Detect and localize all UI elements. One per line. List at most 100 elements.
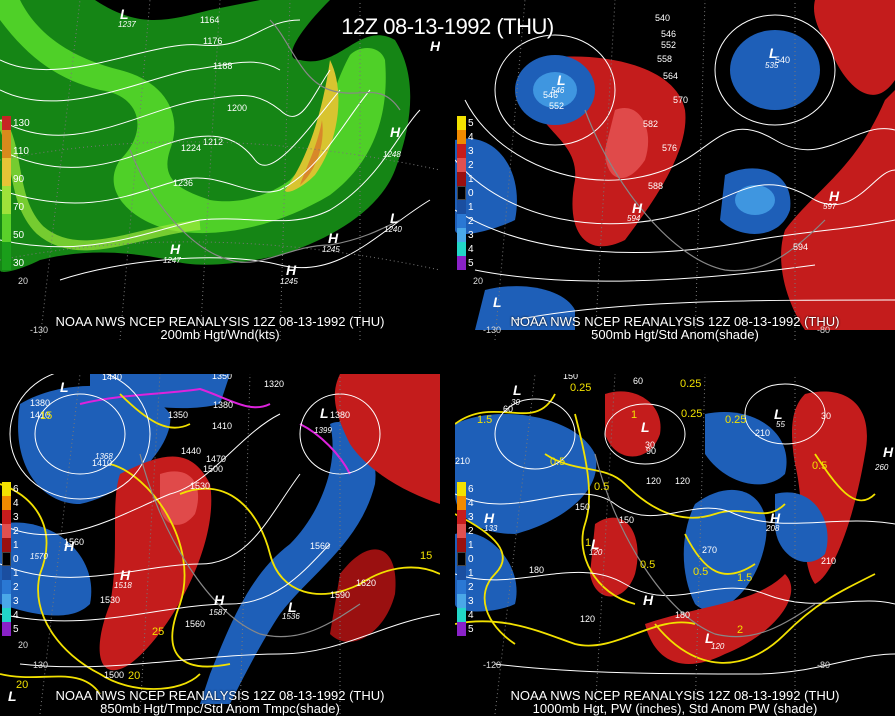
legend-value: 4	[13, 609, 19, 621]
center-value: 1245	[280, 277, 298, 286]
jet-max-shading	[285, 60, 339, 192]
anomaly-negative-west	[455, 138, 517, 235]
legend-value: 2	[13, 525, 19, 537]
pw-label: 0.5	[550, 456, 566, 468]
high-pressure-center: H	[829, 188, 840, 204]
legend-value: 4	[468, 131, 474, 143]
center-value: 260	[875, 463, 889, 472]
legend-value: 2	[13, 581, 19, 593]
isotherm-label: 15	[420, 550, 433, 562]
map-1000mb	[455, 374, 895, 715]
center-value: 1245	[322, 245, 340, 254]
legend-value: 0	[468, 187, 474, 199]
legend-value: 1	[13, 567, 19, 579]
legend-value: 90	[13, 173, 25, 185]
low-pressure-center: L	[774, 406, 783, 422]
contour-label: 1410	[30, 410, 51, 420]
center-value: 1368	[95, 452, 113, 461]
low-pressure-center: L	[493, 294, 502, 310]
panel-caption-field: 1000mb Hgt, PW (inches), Std Anom PW (sh…	[532, 701, 818, 716]
low-pressure-center: L	[769, 45, 778, 61]
contour-label: 270	[702, 545, 718, 555]
map-200mb	[0, 0, 440, 341]
center-value: 535	[765, 61, 779, 70]
contour-label: 1410	[92, 458, 113, 468]
high-pressure-center: H	[286, 262, 297, 278]
legend-std-anomaly: 5 4 3 2 1 0 1 2 3 4 5	[457, 116, 491, 270]
legend-value: 1	[468, 567, 474, 579]
meridian-label: -120	[483, 660, 502, 670]
center-value: 1570	[30, 552, 48, 561]
legend-value: 3	[468, 511, 474, 523]
center-value: 594	[627, 214, 641, 223]
contour-label: 210	[755, 428, 771, 438]
legend-value: 3	[468, 229, 474, 241]
pw-label: 2	[737, 624, 744, 636]
legend-value: 4	[13, 497, 19, 509]
legend-value: 5	[468, 623, 474, 635]
legend-value: 4	[468, 497, 474, 509]
center-value: 120	[589, 548, 603, 557]
center-value: 1240	[384, 225, 402, 234]
contour-label: 1188	[213, 61, 233, 71]
legend-value: 4	[468, 243, 474, 255]
legend-value: 2	[468, 581, 474, 593]
contour-label: 564	[663, 71, 679, 81]
map-date-title: 12Z 08-13-1992 (THU)	[341, 14, 554, 39]
contour-label: 1440	[181, 446, 202, 456]
panel-caption-source: NOAA NWS NCEP REANALYSIS 12Z 08-13-1992 …	[510, 688, 840, 703]
meridian-label: -130	[483, 325, 502, 335]
isotherm-label: 25	[152, 626, 165, 638]
high-pressure-center: H	[170, 241, 181, 257]
low-pressure-center: L	[288, 599, 297, 615]
contour-label: 1164	[200, 15, 220, 25]
low-pressure-center: L	[320, 405, 329, 421]
legend-value: 1	[468, 173, 474, 185]
contour-label: 150	[563, 374, 579, 381]
legend-value: 130	[13, 117, 30, 129]
contour-label: 1470	[206, 454, 227, 464]
map-850mb	[0, 374, 440, 715]
isotherm-label: 20	[128, 670, 141, 682]
isotherm-label: 15	[40, 410, 53, 422]
contour-label: 1350	[212, 374, 233, 381]
contour-label: 1500	[104, 670, 125, 680]
jet-max-core	[300, 120, 323, 185]
contour-label: 594	[793, 242, 809, 252]
legend-value: 0	[468, 553, 474, 565]
center-value: 1247	[163, 256, 181, 265]
contour-label: 1380	[213, 400, 234, 410]
contour-label: 588	[648, 181, 664, 191]
contour-label: 540	[775, 55, 791, 65]
contour-label: 552	[549, 101, 565, 111]
meridian-label: -80	[817, 660, 831, 670]
legend-value: 6	[13, 483, 19, 495]
legend-value: 110	[13, 145, 29, 157]
legend-value: 1	[13, 539, 19, 551]
contour-label: 546	[661, 29, 677, 39]
anomaly-positive-core	[605, 108, 649, 179]
high-pressure-center: H	[643, 592, 654, 608]
low-pressure-center: L	[513, 382, 522, 398]
contour-label: 210	[821, 556, 837, 566]
contour-label: 1350	[168, 410, 189, 420]
contour-label: 1200	[227, 103, 248, 113]
map-500mb	[455, 0, 895, 341]
legend-value: 0	[13, 553, 19, 565]
anomaly-positive-southeast	[645, 574, 792, 664]
center-value: 1536	[282, 612, 300, 621]
pw-label: 0.5	[812, 460, 828, 472]
low-pressure-center: L	[641, 419, 650, 435]
center-value: 208	[766, 524, 780, 533]
high-pressure-center: H	[328, 230, 339, 246]
high-pressure-center: H	[390, 124, 401, 140]
center-value: 55	[776, 420, 785, 429]
contour-label: 552	[661, 40, 677, 50]
pw-label: 0.25	[570, 382, 592, 394]
anomaly-negative-northeast	[705, 412, 787, 485]
contour-label: 1380	[330, 410, 351, 420]
low-pressure-center: L	[705, 630, 714, 646]
pw-label: 0.25	[681, 408, 703, 420]
pw-label: 0.5	[640, 559, 656, 571]
pw-label: 1	[585, 537, 592, 549]
